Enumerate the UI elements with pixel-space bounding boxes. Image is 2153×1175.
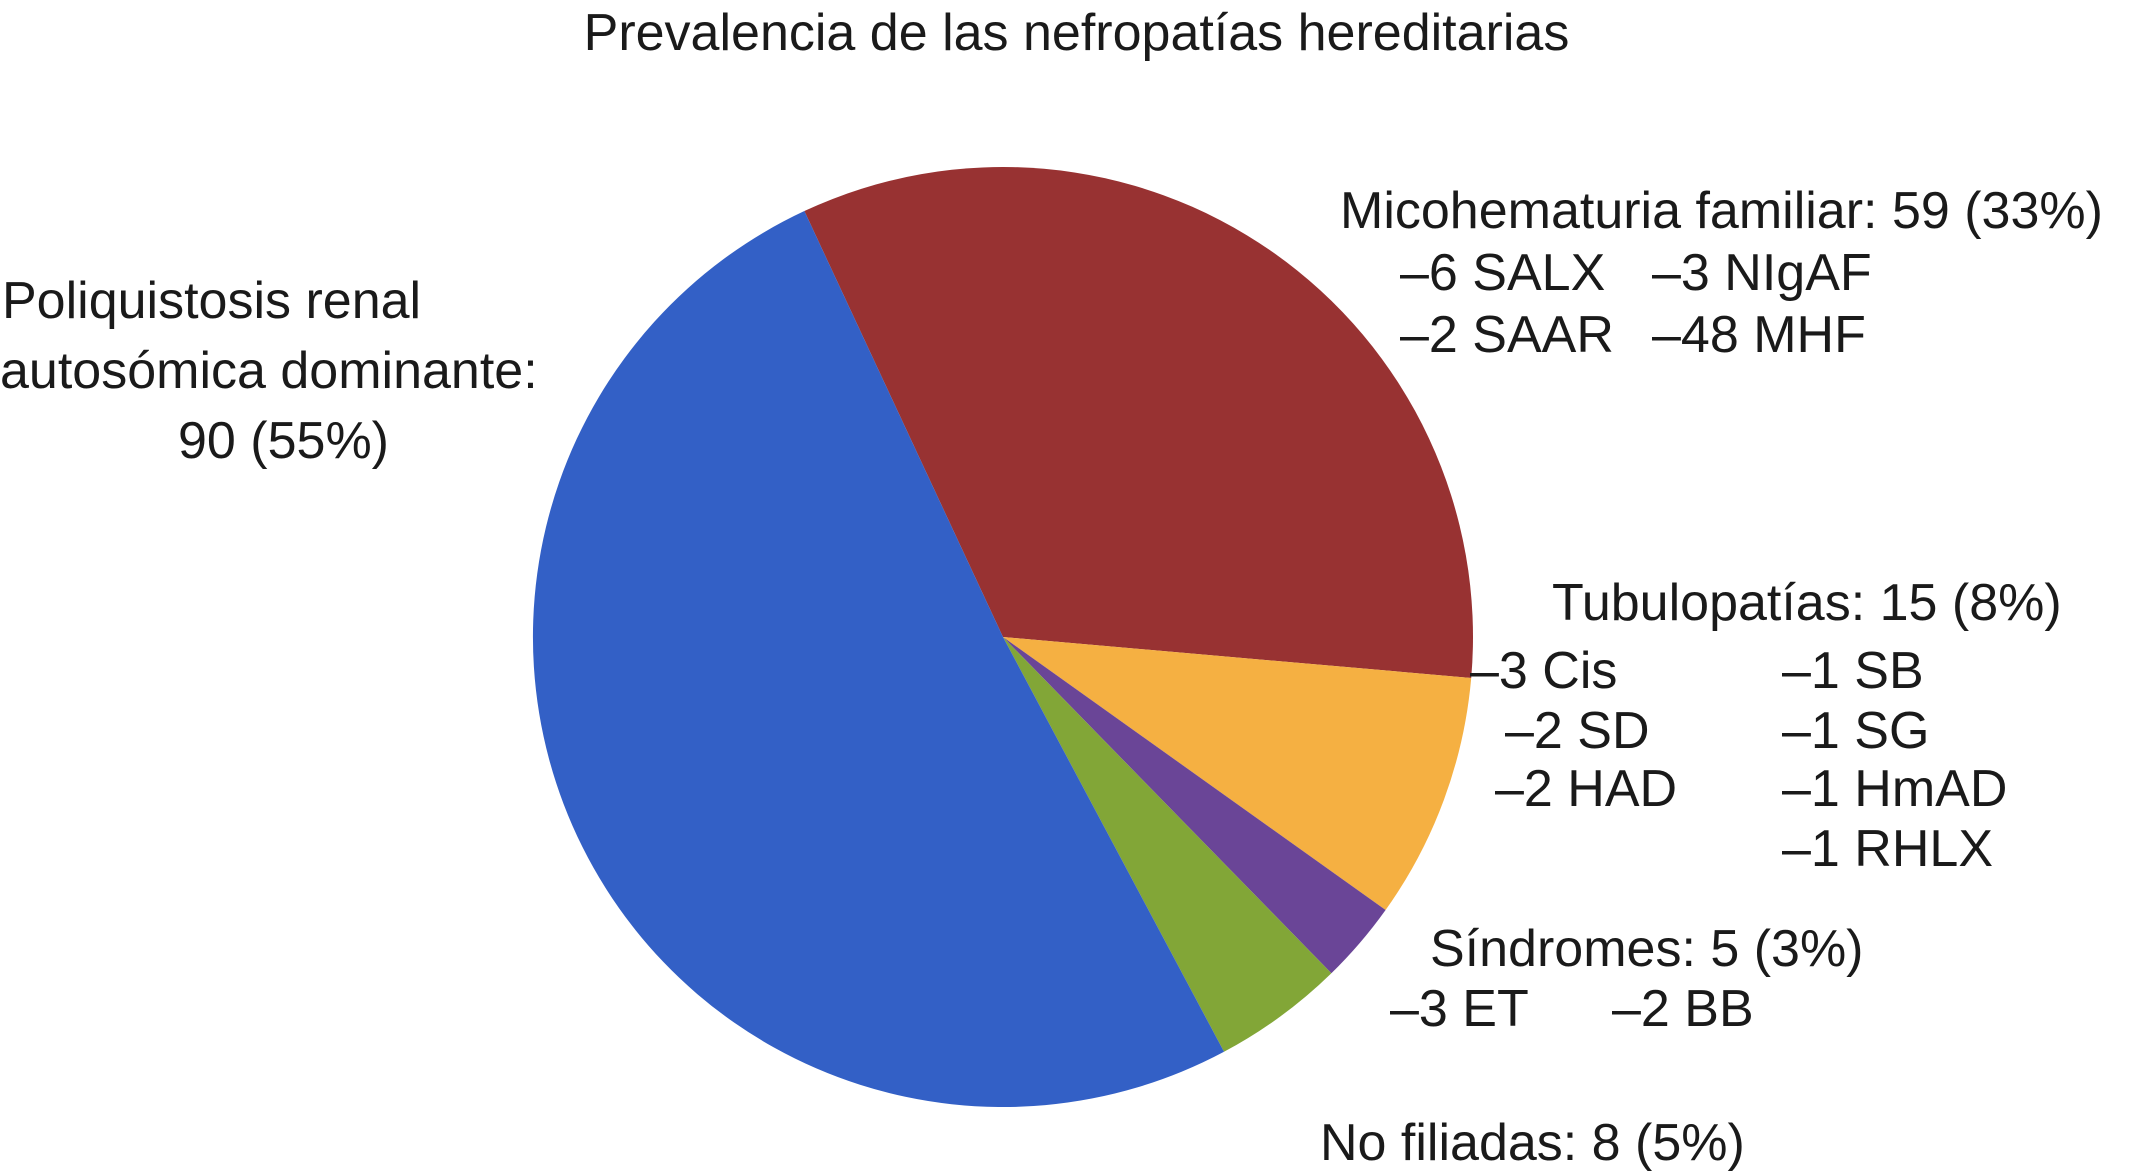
- pie-slices: [532, 167, 1473, 1108]
- detail-nigaf: –3 NIgAF: [1652, 244, 1872, 302]
- detail-had: –2 HAD: [1495, 760, 1678, 818]
- detail-rhlx: –1 RHLX: [1782, 820, 1993, 878]
- pie-slice-sindromes: [1003, 637, 1386, 974]
- detail-bb: –2 BB: [1612, 980, 1754, 1038]
- label-poliquistosis-line2: autosómica dominante:: [0, 342, 538, 400]
- detail-mhf: –48 MHF: [1652, 306, 1866, 364]
- pie-slice-poliquistosis: [532, 211, 1225, 1108]
- detail-et: –3 ET: [1390, 980, 1529, 1038]
- label-no-filiadas: No filiadas: 8 (5%): [1320, 1114, 1745, 1172]
- pie-slice-micohematuria: [804, 167, 1473, 678]
- label-poliquistosis-line1: Poliquistosis renal: [2, 272, 422, 330]
- detail-hmad: –1 HmAD: [1782, 760, 2008, 818]
- chart-title: Prevalencia de las nefropatías hereditar…: [583, 4, 1570, 62]
- detail-cis: –3 Cis: [1470, 642, 1618, 700]
- pie-slice-tubulopatias: [1003, 637, 1472, 910]
- detail-salx: –6 SALX: [1400, 244, 1606, 302]
- label-tubulopatias: Tubulopatías: 15 (8%): [1552, 574, 2062, 632]
- detail-sb: –1 SB: [1782, 642, 1924, 700]
- detail-sg: –1 SG: [1782, 702, 1930, 760]
- pie-slice-no: [1003, 637, 1332, 1052]
- label-poliquistosis-line3: 90 (55%): [178, 412, 389, 470]
- detail-sd: –2 SD: [1505, 702, 1650, 760]
- detail-saar: –2 SAAR: [1400, 306, 1614, 364]
- label-sindromes: Síndromes: 5 (3%): [1430, 920, 1864, 978]
- label-micohematuria: Micohematuria familiar: 59 (33%): [1340, 182, 2103, 240]
